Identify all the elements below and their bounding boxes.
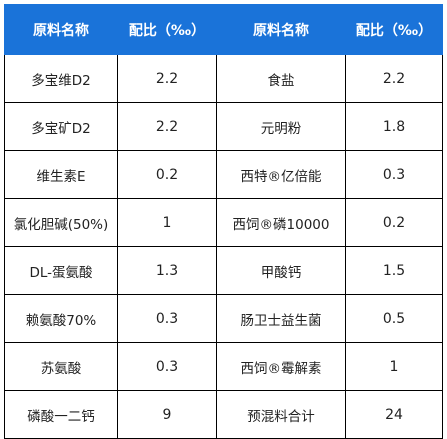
material-name-cell: 肠卫士益生菌 (216, 294, 346, 343)
material-name-cell: 苏氨酸 (4, 342, 118, 391)
table-row: DL-蛋氨酸 1.3 甲酸钙 1.5 (4, 246, 443, 295)
material-name-cell: 预混料合计 (216, 390, 346, 439)
material-name-cell: 西饲®磷10000 (216, 198, 346, 247)
material-name-cell: DL-蛋氨酸 (4, 246, 118, 295)
ratio-cell: 2.2 (345, 54, 443, 103)
header-ratio: 配比（‰） (345, 4, 443, 55)
table-row: 多宝矿D2 2.2 元明粉 1.8 (4, 102, 443, 151)
header-ratio: 配比（‰） (117, 4, 217, 55)
ratio-cell: 1 (345, 342, 443, 391)
ratio-cell: 24 (345, 390, 443, 439)
formula-table-container: 原料名称 配比（‰） 原料名称 配比（‰） 多宝维D2 2.2 食盐 2.2 多… (4, 4, 443, 439)
table-row: 多宝维D2 2.2 食盐 2.2 (4, 54, 443, 103)
table-row: 氯化胆碱(50%) 1 西饲®磷10000 0.2 (4, 198, 443, 247)
ratio-cell: 1.5 (345, 246, 443, 295)
ratio-cell: 0.2 (345, 198, 443, 247)
formula-table: 原料名称 配比（‰） 原料名称 配比（‰） 多宝维D2 2.2 食盐 2.2 多… (4, 4, 443, 439)
ratio-cell: 1.3 (117, 246, 217, 295)
ratio-cell: 9 (117, 390, 217, 439)
material-name-cell: 食盐 (216, 54, 346, 103)
ratio-cell: 0.2 (117, 150, 217, 199)
header-row: 原料名称 配比（‰） 原料名称 配比（‰） (4, 4, 443, 55)
ratio-cell: 0.3 (345, 150, 443, 199)
table-row: 维生素E 0.2 西特®亿倍能 0.3 (4, 150, 443, 199)
table-row: 赖氨酸70% 0.3 肠卫士益生菌 0.5 (4, 294, 443, 343)
ratio-cell: 2.2 (117, 102, 217, 151)
material-name-cell: 元明粉 (216, 102, 346, 151)
table-row: 苏氨酸 0.3 西饲®霉解素 1 (4, 342, 443, 391)
material-name-cell: 多宝维D2 (4, 54, 118, 103)
ratio-cell: 0.3 (117, 294, 217, 343)
material-name-cell: 维生素E (4, 150, 118, 199)
ratio-cell: 2.2 (117, 54, 217, 103)
material-name-cell: 甲酸钙 (216, 246, 346, 295)
material-name-cell: 氯化胆碱(50%) (4, 198, 118, 247)
header-material-name: 原料名称 (216, 4, 346, 55)
ratio-cell: 0.3 (117, 342, 217, 391)
table-row: 磷酸一二钙 9 预混料合计 24 (4, 390, 443, 439)
ratio-cell: 1 (117, 198, 217, 247)
material-name-cell: 磷酸一二钙 (4, 390, 118, 439)
ratio-cell: 0.5 (345, 294, 443, 343)
material-name-cell: 西特®亿倍能 (216, 150, 346, 199)
material-name-cell: 西饲®霉解素 (216, 342, 346, 391)
material-name-cell: 多宝矿D2 (4, 102, 118, 151)
ratio-cell: 1.8 (345, 102, 443, 151)
header-material-name: 原料名称 (4, 4, 118, 55)
material-name-cell: 赖氨酸70% (4, 294, 118, 343)
